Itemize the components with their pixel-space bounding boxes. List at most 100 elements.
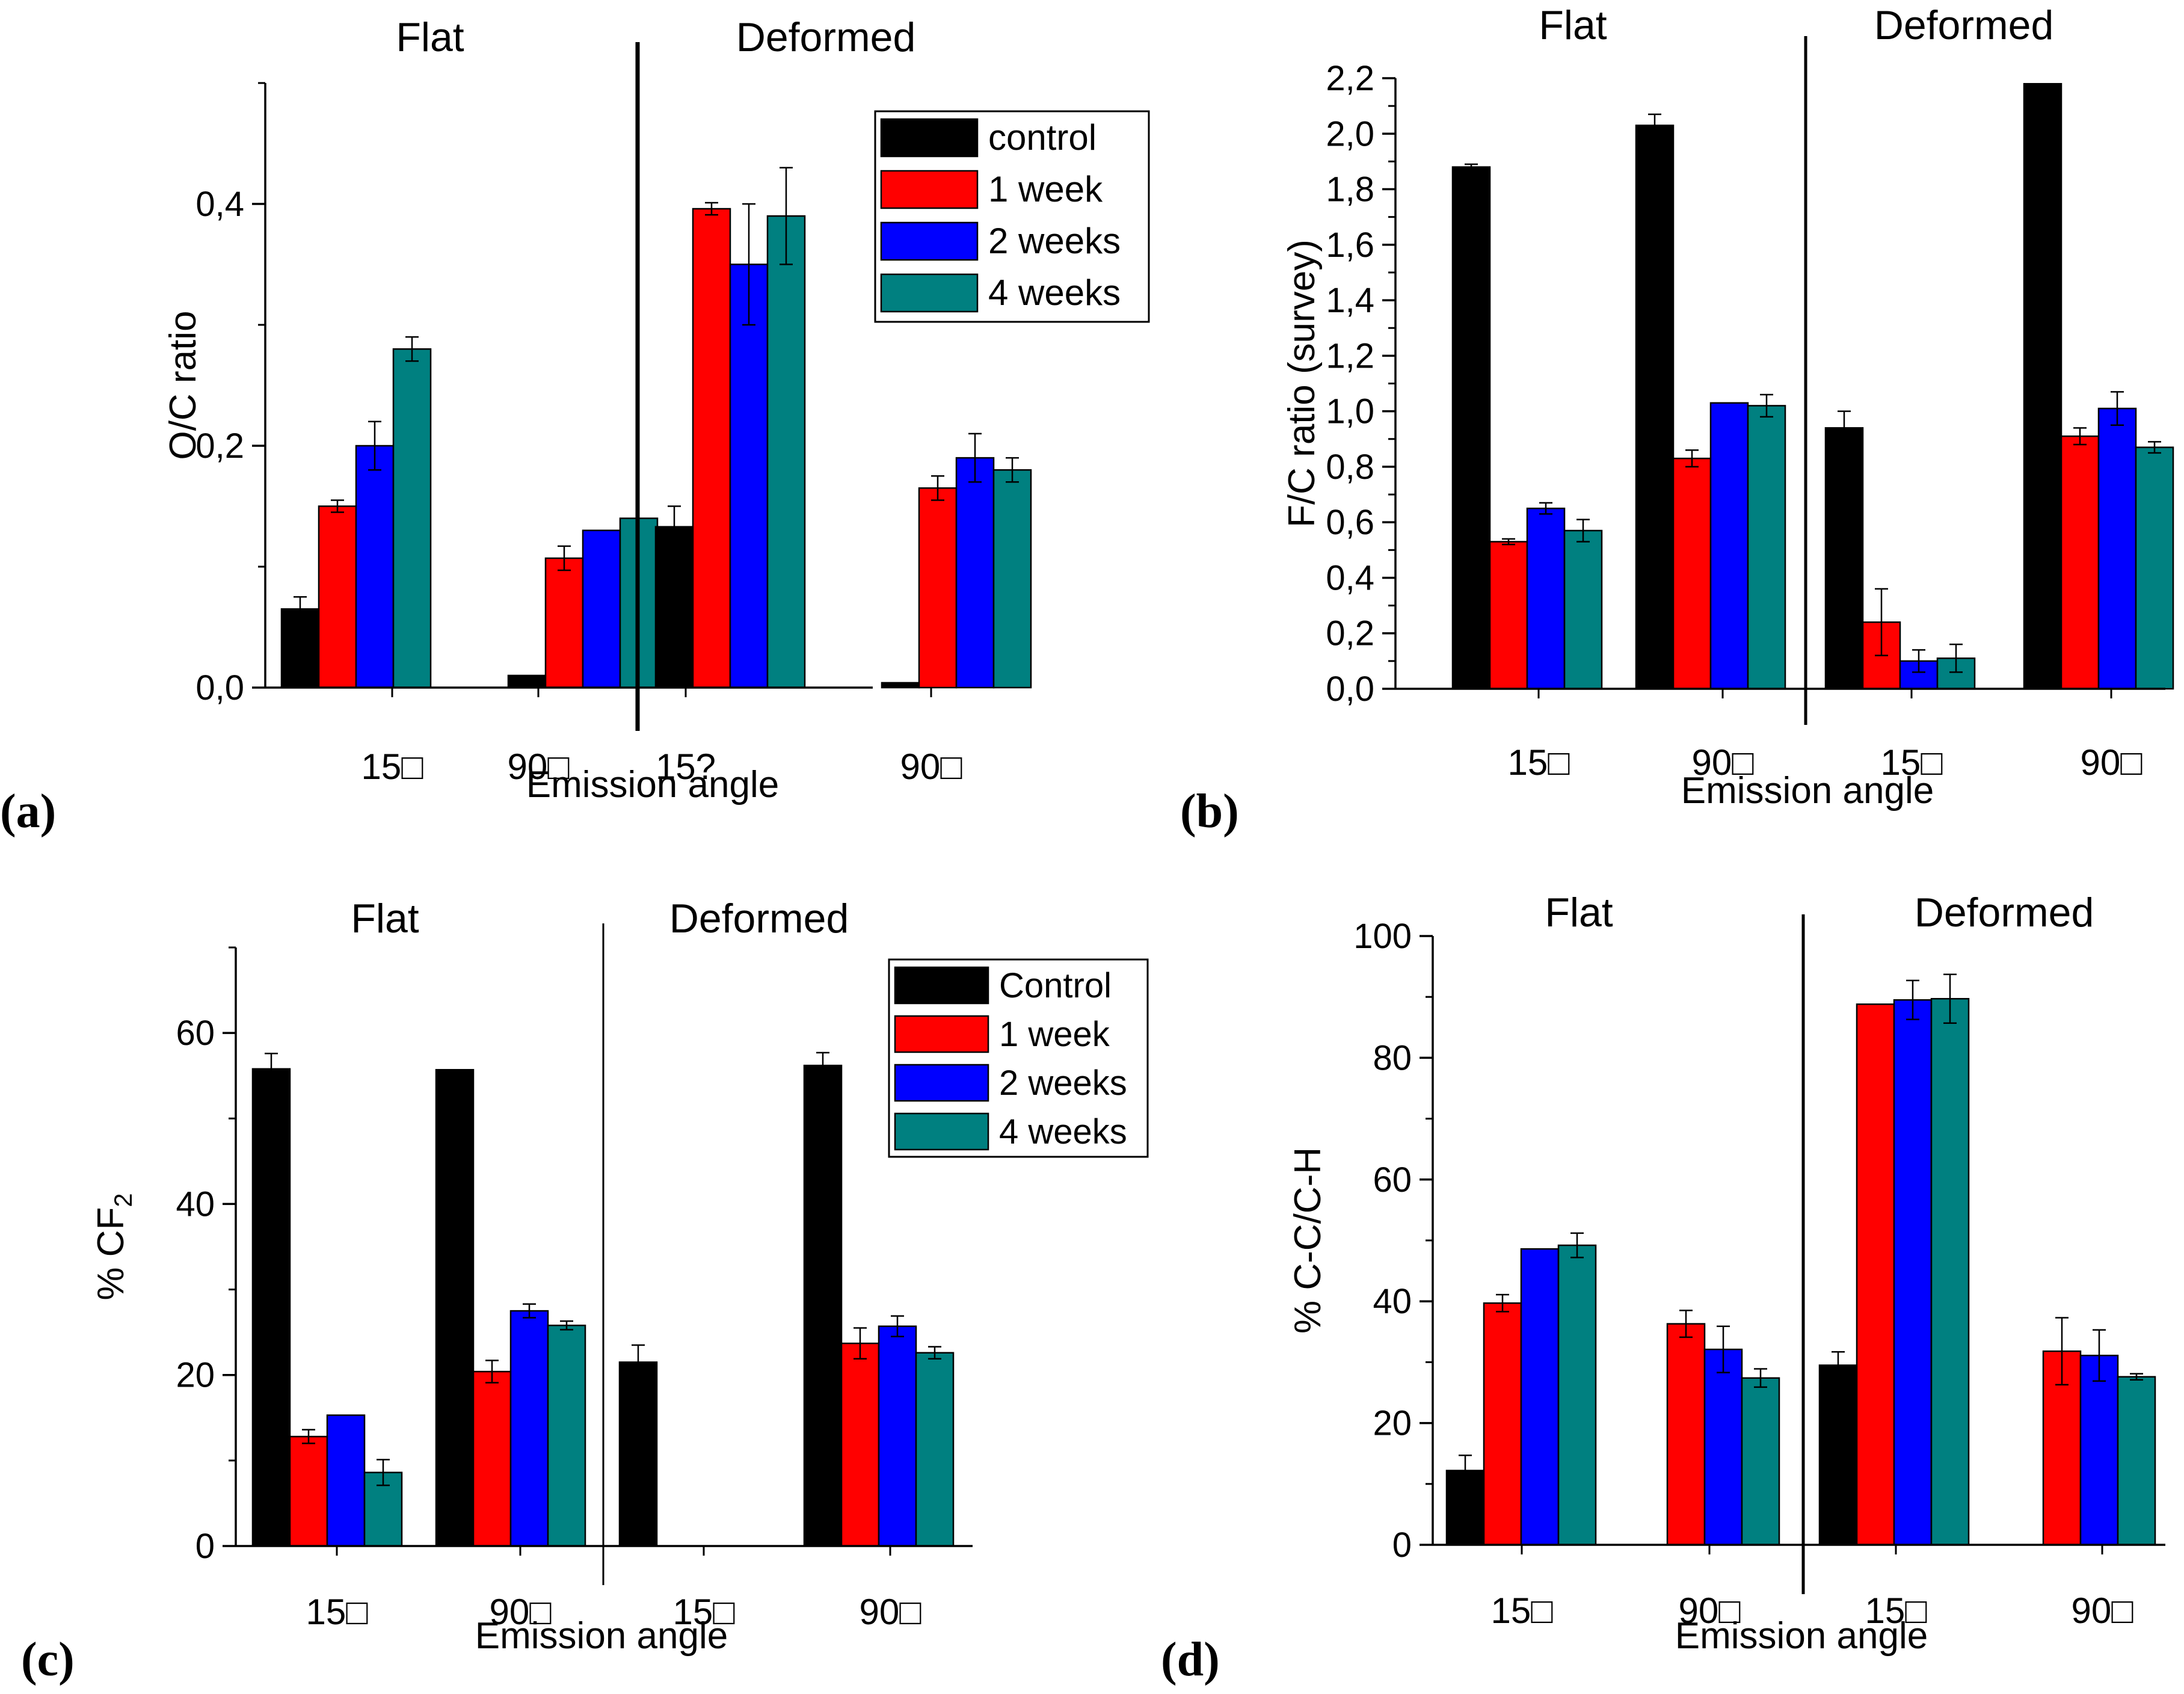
error-bar [1760, 393, 1773, 418]
bar [435, 1069, 475, 1547]
bar [280, 608, 320, 689]
bar [729, 263, 769, 689]
bar [1741, 1377, 1780, 1546]
x-axis-label: Emission angle [526, 764, 779, 805]
y-tick-label: 20 [1373, 1404, 1412, 1443]
error-bar [1679, 1310, 1693, 1338]
bar [544, 557, 584, 689]
error-bar [632, 1344, 645, 1381]
panel-letter: (b) [1180, 785, 1239, 838]
y-tick-label: 2,0 [1326, 114, 1374, 153]
y-tick-label: 1,8 [1326, 170, 1374, 209]
error-bar [931, 475, 944, 501]
legend-label: 2 weeks [999, 1064, 1127, 1103]
y-tick-label: 80 [1373, 1038, 1412, 1077]
bar [472, 1370, 512, 1547]
bar [766, 215, 806, 689]
y-tick-label: 0,4 [195, 185, 244, 224]
bar [547, 1325, 586, 1547]
y-tick-label: 1,2 [1326, 336, 1374, 375]
error-bar [968, 433, 982, 483]
legend-swatch [894, 1015, 989, 1053]
legend-swatch [880, 221, 979, 261]
x-axis-label: Emission angle [475, 1615, 728, 1657]
bar [1856, 1003, 1895, 1546]
bar [618, 1361, 658, 1547]
bar [915, 1352, 955, 1547]
bar [803, 1064, 843, 1547]
bar [1557, 1244, 1597, 1546]
y-tick-label: 40 [176, 1184, 215, 1224]
group-title: Flat [1539, 2, 1607, 48]
legend-swatch [894, 1112, 989, 1151]
x-tick-label: 15□ [1491, 1591, 1553, 1631]
error-bar [368, 420, 381, 471]
error-bar [1570, 1232, 1584, 1258]
bar [1520, 1248, 1560, 1546]
legend: Control 1 week 2 weeks 4 weeks [888, 958, 1149, 1158]
x-tick-label: 15□ [306, 1592, 368, 1632]
bar [692, 208, 731, 689]
error-bar [485, 1360, 499, 1384]
x-tick-label: 15□ [1508, 742, 1570, 783]
bar [1489, 541, 1528, 690]
bar [289, 1435, 328, 1547]
x-tick-label: 90□ [508, 747, 570, 787]
x-tick-label: 90□ [1679, 1591, 1741, 1631]
error-bar [1717, 1325, 1730, 1373]
error-bar [265, 1053, 278, 1085]
error-bar [302, 1429, 315, 1444]
bar [326, 1414, 366, 1547]
legend-label: 4 weeks [988, 273, 1121, 313]
panel-letter: (d) [1161, 1633, 1220, 1686]
y-tick-label: 100 [1353, 917, 1412, 956]
legend-swatch [880, 273, 979, 313]
x-tick-label: 90□ [2072, 1591, 2133, 1631]
x-tick-label: 15□ [1865, 1591, 1927, 1631]
bar [992, 469, 1032, 689]
bar [1635, 125, 1675, 690]
legend-label: 1 week [999, 1015, 1110, 1054]
y-tick-label: 0,0 [195, 668, 244, 707]
bar [918, 487, 958, 689]
group-title: Deformed [736, 14, 916, 60]
error-bar [816, 1052, 829, 1079]
error-bar [891, 1315, 904, 1337]
y-axis-label: O/C ratio [162, 310, 204, 460]
bar [392, 348, 432, 689]
group-title: Deformed [1874, 2, 2054, 48]
error-bar [1465, 163, 1478, 171]
bar [1893, 999, 1933, 1546]
error-bar [1459, 1454, 1472, 1487]
error-bar [780, 167, 793, 265]
legend-swatch [880, 170, 979, 209]
group-title: Deformed [669, 896, 849, 941]
error-bar [1832, 1351, 1845, 1379]
error-bar [1006, 457, 1019, 483]
x-tick-label: 15? [656, 747, 716, 787]
x-tick-label: 90□ [860, 1592, 921, 1632]
error-bar [668, 505, 681, 549]
y-axis-label: % CF2 [90, 1193, 137, 1300]
group-title: Deformed [1915, 890, 2094, 935]
chart-panel-d: 15□ 90□ 15□ 90□ 0 20 40 60 80 100 Flat Deformed Emis… [1161, 890, 2165, 1686]
y-tick-label: 1,0 [1326, 392, 1374, 431]
error-bar [1838, 410, 1851, 446]
legend-swatch [894, 966, 989, 1005]
bar [2079, 1355, 2119, 1546]
bar [251, 1068, 291, 1547]
y-tick-label: 0,2 [195, 427, 244, 466]
error-bar [331, 499, 344, 513]
error-bar [1943, 973, 1957, 1024]
error-bar [1754, 1368, 1767, 1388]
x-tick-label: 15□ [361, 747, 423, 787]
bar [840, 1342, 880, 1547]
error-bar [560, 1320, 573, 1331]
bar [1703, 1348, 1743, 1546]
bar [1666, 1323, 1706, 1546]
bar [1709, 402, 1749, 690]
x-tick-label: 15□ [673, 1592, 735, 1632]
y-tick-label: 0,2 [1326, 614, 1374, 653]
error-bar [1949, 643, 1963, 673]
bar [509, 1310, 549, 1547]
